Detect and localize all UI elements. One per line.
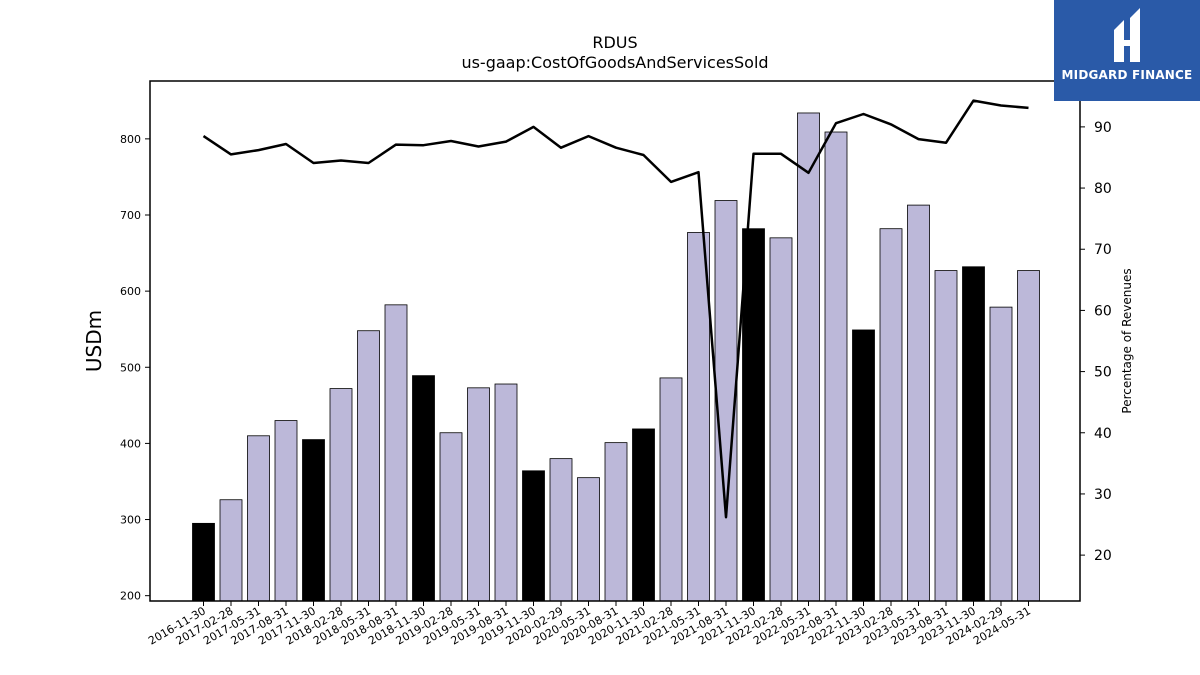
bar-2022-02-28 [769, 237, 793, 602]
brand-logo: MIDGARD FINANCE [1054, 0, 1200, 101]
y2-tick-label: 80 [1094, 181, 1112, 197]
bar-2020-05-31 [577, 477, 600, 602]
line-layer [202, 99, 1029, 519]
left-axis: 200 300 400 500 600 700 800 [120, 133, 150, 603]
y-tick-label: 300 [120, 514, 141, 527]
y2-tick-label: 40 [1094, 426, 1112, 442]
bar-2016-11-30 [192, 522, 215, 602]
y-tick-label: 800 [120, 133, 141, 146]
x-axis: 2016-11-302017-02-282017-05-312017-08-31… [146, 601, 1033, 648]
bar-2019-05-31 [467, 387, 490, 602]
bar-2022-08-31 [824, 131, 848, 602]
right-axis: 20 30 40 50 60 70 80 90 [1080, 120, 1112, 564]
bar-2022-05-31 [797, 112, 820, 602]
bar-2018-05-31 [357, 330, 380, 602]
bar-2017-05-31 [247, 435, 270, 602]
y-axis-label: USDm [82, 310, 106, 372]
bar-2022-11-30 [852, 329, 875, 602]
y2-tick-label: 20 [1094, 548, 1112, 564]
bar-2017-08-31 [274, 420, 298, 602]
y2-tick-label: 60 [1094, 303, 1112, 319]
y2-axis-label: Percentage of Revenues [1120, 268, 1134, 413]
bar-2023-11-30 [962, 266, 985, 602]
chart-subtitle: us-gaap:CostOfGoodsAndServicesSold [461, 53, 768, 72]
bar-2023-02-28 [879, 228, 903, 602]
y-tick-label: 500 [120, 361, 141, 374]
bars [192, 112, 1040, 602]
bar-2018-02-28 [329, 388, 353, 602]
bar-2020-02-29 [549, 458, 573, 602]
bar-2023-08-31 [934, 270, 958, 602]
y-tick-label: 600 [120, 285, 141, 298]
bar-2017-11-30 [302, 439, 325, 602]
bar-2020-11-30 [632, 428, 655, 602]
bar-2018-11-30 [412, 375, 435, 602]
y2-tick-label: 90 [1094, 120, 1112, 136]
bar-2019-02-28 [439, 432, 463, 602]
bar-2021-11-30 [742, 228, 765, 602]
percentage-line [202, 99, 1029, 519]
bar-2018-08-31 [384, 304, 408, 602]
plot-frame [149, 80, 1081, 602]
bar-2023-05-31 [907, 204, 930, 602]
bar-2021-05-31 [687, 232, 710, 602]
y2-tick-label: 50 [1094, 365, 1112, 381]
brand-name: MIDGARD FINANCE [1061, 68, 1193, 82]
bar-2021-02-28 [659, 377, 683, 602]
brand-logo-icon [1114, 8, 1140, 62]
y2-tick-label: 30 [1094, 487, 1112, 503]
bar-2019-11-30 [522, 470, 545, 602]
y2-tick-label: 70 [1094, 242, 1112, 258]
chart-title: RDUS [592, 33, 637, 52]
y-tick-label: 200 [120, 590, 141, 603]
y-tick-label: 700 [120, 209, 141, 222]
bar-2017-02-28 [219, 499, 243, 602]
y-tick-label: 400 [120, 437, 141, 450]
bar-2024-02-29 [989, 306, 1013, 602]
bar-2020-08-31 [604, 442, 628, 602]
bar-2024-05-31 [1017, 270, 1040, 602]
bar-2019-08-31 [494, 383, 518, 602]
